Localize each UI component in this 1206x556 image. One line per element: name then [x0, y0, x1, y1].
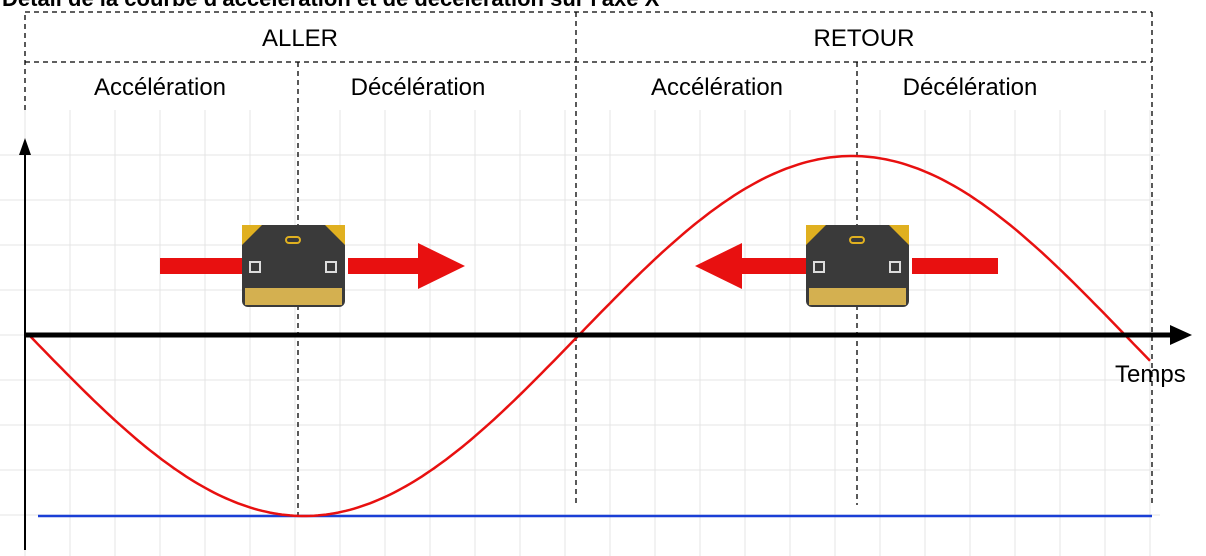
- step-label: Décélération: [903, 74, 1038, 101]
- phase-label: ALLER: [262, 25, 338, 52]
- step-label: Décélération: [351, 74, 486, 101]
- phase-dividers: [24, 11, 1153, 520]
- axis-label: Temps: [1115, 361, 1186, 388]
- curve: [29, 154, 1151, 518]
- board-retour: [695, 225, 998, 307]
- step-label: Accélération: [94, 74, 226, 101]
- phase-label: RETOUR: [814, 25, 915, 52]
- x-arrow: [1170, 325, 1192, 345]
- y-arrow: [19, 138, 31, 155]
- step-label: Accélération: [651, 74, 783, 101]
- board-aller: [160, 225, 465, 307]
- title: Détail de la courbe d'accélération et de…: [2, 0, 660, 11]
